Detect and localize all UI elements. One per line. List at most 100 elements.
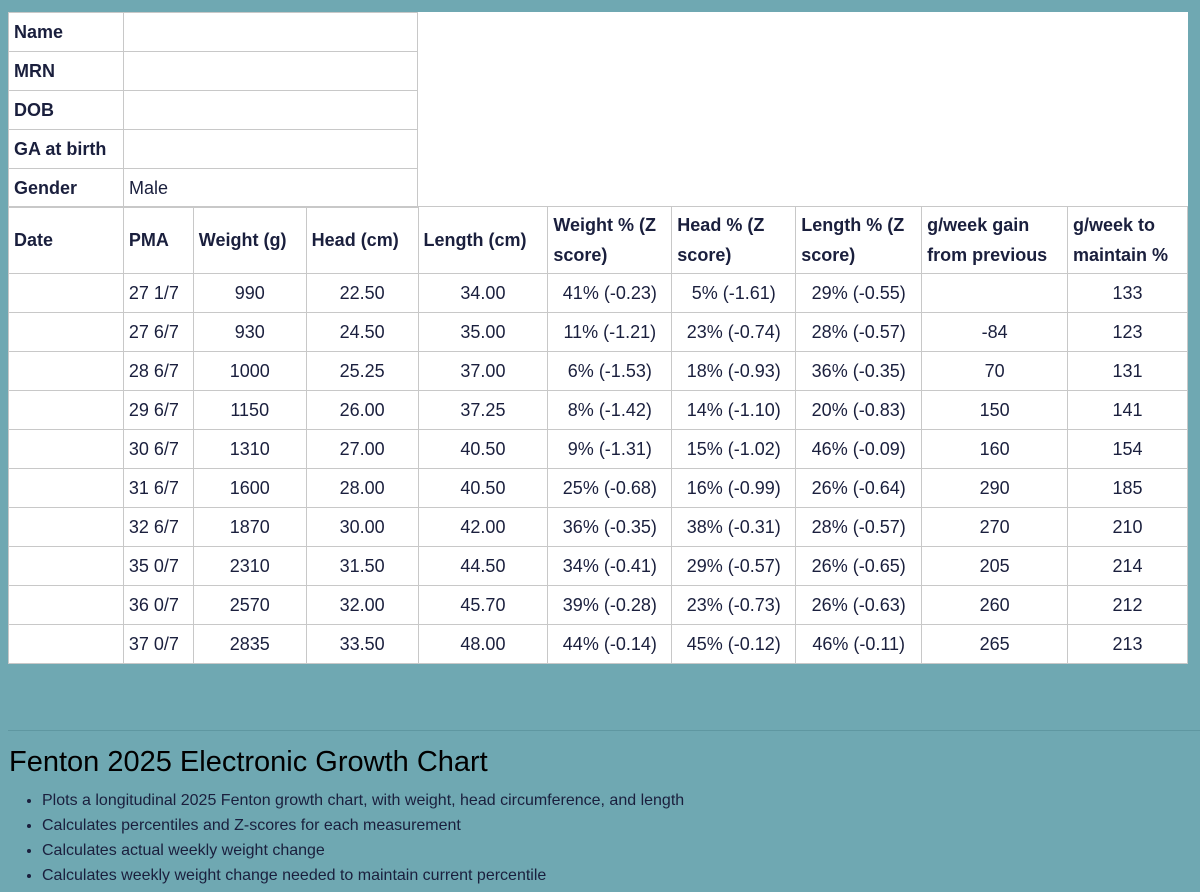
column-header: Length % (Z score): [795, 206, 923, 274]
table-cell: 28.00: [305, 468, 419, 508]
table-cell: [8, 429, 124, 469]
table-cell: 36% (-0.35): [795, 351, 923, 391]
table-cell: 45.70: [417, 585, 549, 625]
table-cell: 5% (-1.61): [671, 273, 797, 313]
table-cell: 29 6/7: [122, 390, 194, 430]
table-cell: [8, 507, 124, 547]
table-cell: 28% (-0.57): [795, 312, 923, 352]
table-cell: [8, 390, 124, 430]
info-label: GA at birth: [8, 129, 124, 169]
table-cell: 160: [921, 429, 1069, 469]
feature-item: Calculates percentiles and Z-scores for …: [42, 813, 684, 838]
table-cell: [8, 624, 124, 664]
table-cell: 26% (-0.63): [795, 585, 923, 625]
feature-item: Plots a longitudinal 2025 Fenton growth …: [42, 788, 684, 813]
table-cell: 25% (-0.68): [547, 468, 673, 508]
info-value[interactable]: Male: [123, 168, 418, 208]
table-cell: 30.00: [305, 507, 419, 547]
table-cell: 6% (-1.53): [547, 351, 673, 391]
column-header: g/week gain from previous: [921, 206, 1069, 274]
table-cell: 25.25: [305, 351, 419, 391]
table-cell: 27.00: [305, 429, 419, 469]
table-cell: 214: [1067, 546, 1188, 586]
table-cell: 1310: [192, 429, 307, 469]
table-cell: 265: [921, 624, 1069, 664]
table-cell: 154: [1067, 429, 1188, 469]
info-row: Gender Male: [8, 168, 418, 208]
table-cell: 36% (-0.35): [547, 507, 673, 547]
table-cell: 35 0/7: [122, 546, 194, 586]
table-cell: 141: [1067, 390, 1188, 430]
info-value[interactable]: [123, 12, 418, 52]
table-cell: 24.50: [305, 312, 419, 352]
table-cell: 14% (-1.10): [671, 390, 797, 430]
column-header: Weight % (Z score): [547, 206, 673, 274]
table-cell: 2835: [192, 624, 307, 664]
table-cell: 26% (-0.65): [795, 546, 923, 586]
column-header: PMA: [122, 206, 194, 274]
table-cell: 42.00: [417, 507, 549, 547]
table-cell: 260: [921, 585, 1069, 625]
table-cell: [921, 273, 1069, 313]
table-row: 32 6/7 1870 30.00 42.00 36% (-0.35) 38% (-0.3…: [8, 507, 1188, 547]
table-cell: 26% (-0.64): [795, 468, 923, 508]
table-cell: 9% (-1.31): [547, 429, 673, 469]
column-header: Weight (g): [192, 206, 307, 274]
info-row: Name: [8, 12, 418, 52]
info-label: Name: [8, 12, 124, 52]
info-value[interactable]: [123, 51, 418, 91]
page-title: Fenton 2025 Electronic Growth Chart: [9, 746, 488, 778]
table-cell: 37.00: [417, 351, 549, 391]
table-cell: 18% (-0.93): [671, 351, 797, 391]
table-cell: 44.50: [417, 546, 549, 586]
table-cell: 27 1/7: [122, 273, 194, 313]
info-value[interactable]: [123, 129, 418, 169]
table-cell: [8, 546, 124, 586]
table-cell: 29% (-0.57): [671, 546, 797, 586]
info-row: MRN: [8, 51, 418, 91]
table-cell: 26.00: [305, 390, 419, 430]
table-cell: 31.50: [305, 546, 419, 586]
table-cell: [8, 273, 124, 313]
info-value[interactable]: [123, 90, 418, 130]
table-cell: [8, 468, 124, 508]
table-cell: 22.50: [305, 273, 419, 313]
table-cell: 210: [1067, 507, 1188, 547]
table-cell: 44% (-0.14): [547, 624, 673, 664]
table-row: 35 0/7 2310 31.50 44.50 34% (-0.41) 29% (-0.5…: [8, 546, 1188, 586]
table-cell: 290: [921, 468, 1069, 508]
column-header: Date: [8, 206, 124, 274]
patient-info-table: Name MRN DOB GA at birth Gender Male: [8, 12, 418, 208]
table-cell: 29% (-0.55): [795, 273, 923, 313]
table-cell: 46% (-0.11): [795, 624, 923, 664]
table-row: 28 6/7 1000 25.25 37.00 6% (-1.53) 18% (-0.93…: [8, 351, 1188, 391]
table-cell: 15% (-1.02): [671, 429, 797, 469]
table-cell: 16% (-0.99): [671, 468, 797, 508]
table-cell: 212: [1067, 585, 1188, 625]
table-cell: 990: [192, 273, 307, 313]
table-cell: 45% (-0.12): [671, 624, 797, 664]
feature-item: Calculates weekly weight change needed t…: [42, 863, 684, 888]
table-cell: 30 6/7: [122, 429, 194, 469]
table-cell: 48.00: [417, 624, 549, 664]
table-cell: 20% (-0.83): [795, 390, 923, 430]
table-row: 36 0/7 2570 32.00 45.70 39% (-0.28) 23% (-0.7…: [8, 585, 1188, 625]
column-header: Head (cm): [305, 206, 419, 274]
table-cell: 28% (-0.57): [795, 507, 923, 547]
growth-sheet: Name MRN DOB GA at birth Gender Male Date PMA W…: [8, 12, 1188, 664]
table-cell: [8, 351, 124, 391]
table-cell: 32.00: [305, 585, 419, 625]
table-cell: 39% (-0.28): [547, 585, 673, 625]
feature-item: Calculates actual weekly weight change: [42, 838, 684, 863]
table-cell: 31 6/7: [122, 468, 194, 508]
table-cell: 150: [921, 390, 1069, 430]
table-cell: 41% (-0.23): [547, 273, 673, 313]
table-cell: 27 6/7: [122, 312, 194, 352]
info-label: MRN: [8, 51, 124, 91]
table-row: 27 6/7 930 24.50 35.00 11% (-1.21) 23% (-0.74…: [8, 312, 1188, 352]
info-label: Gender: [8, 168, 124, 208]
table-cell: 11% (-1.21): [547, 312, 673, 352]
info-row: GA at birth: [8, 129, 418, 169]
table-cell: 2310: [192, 546, 307, 586]
table-cell: 8% (-1.42): [547, 390, 673, 430]
